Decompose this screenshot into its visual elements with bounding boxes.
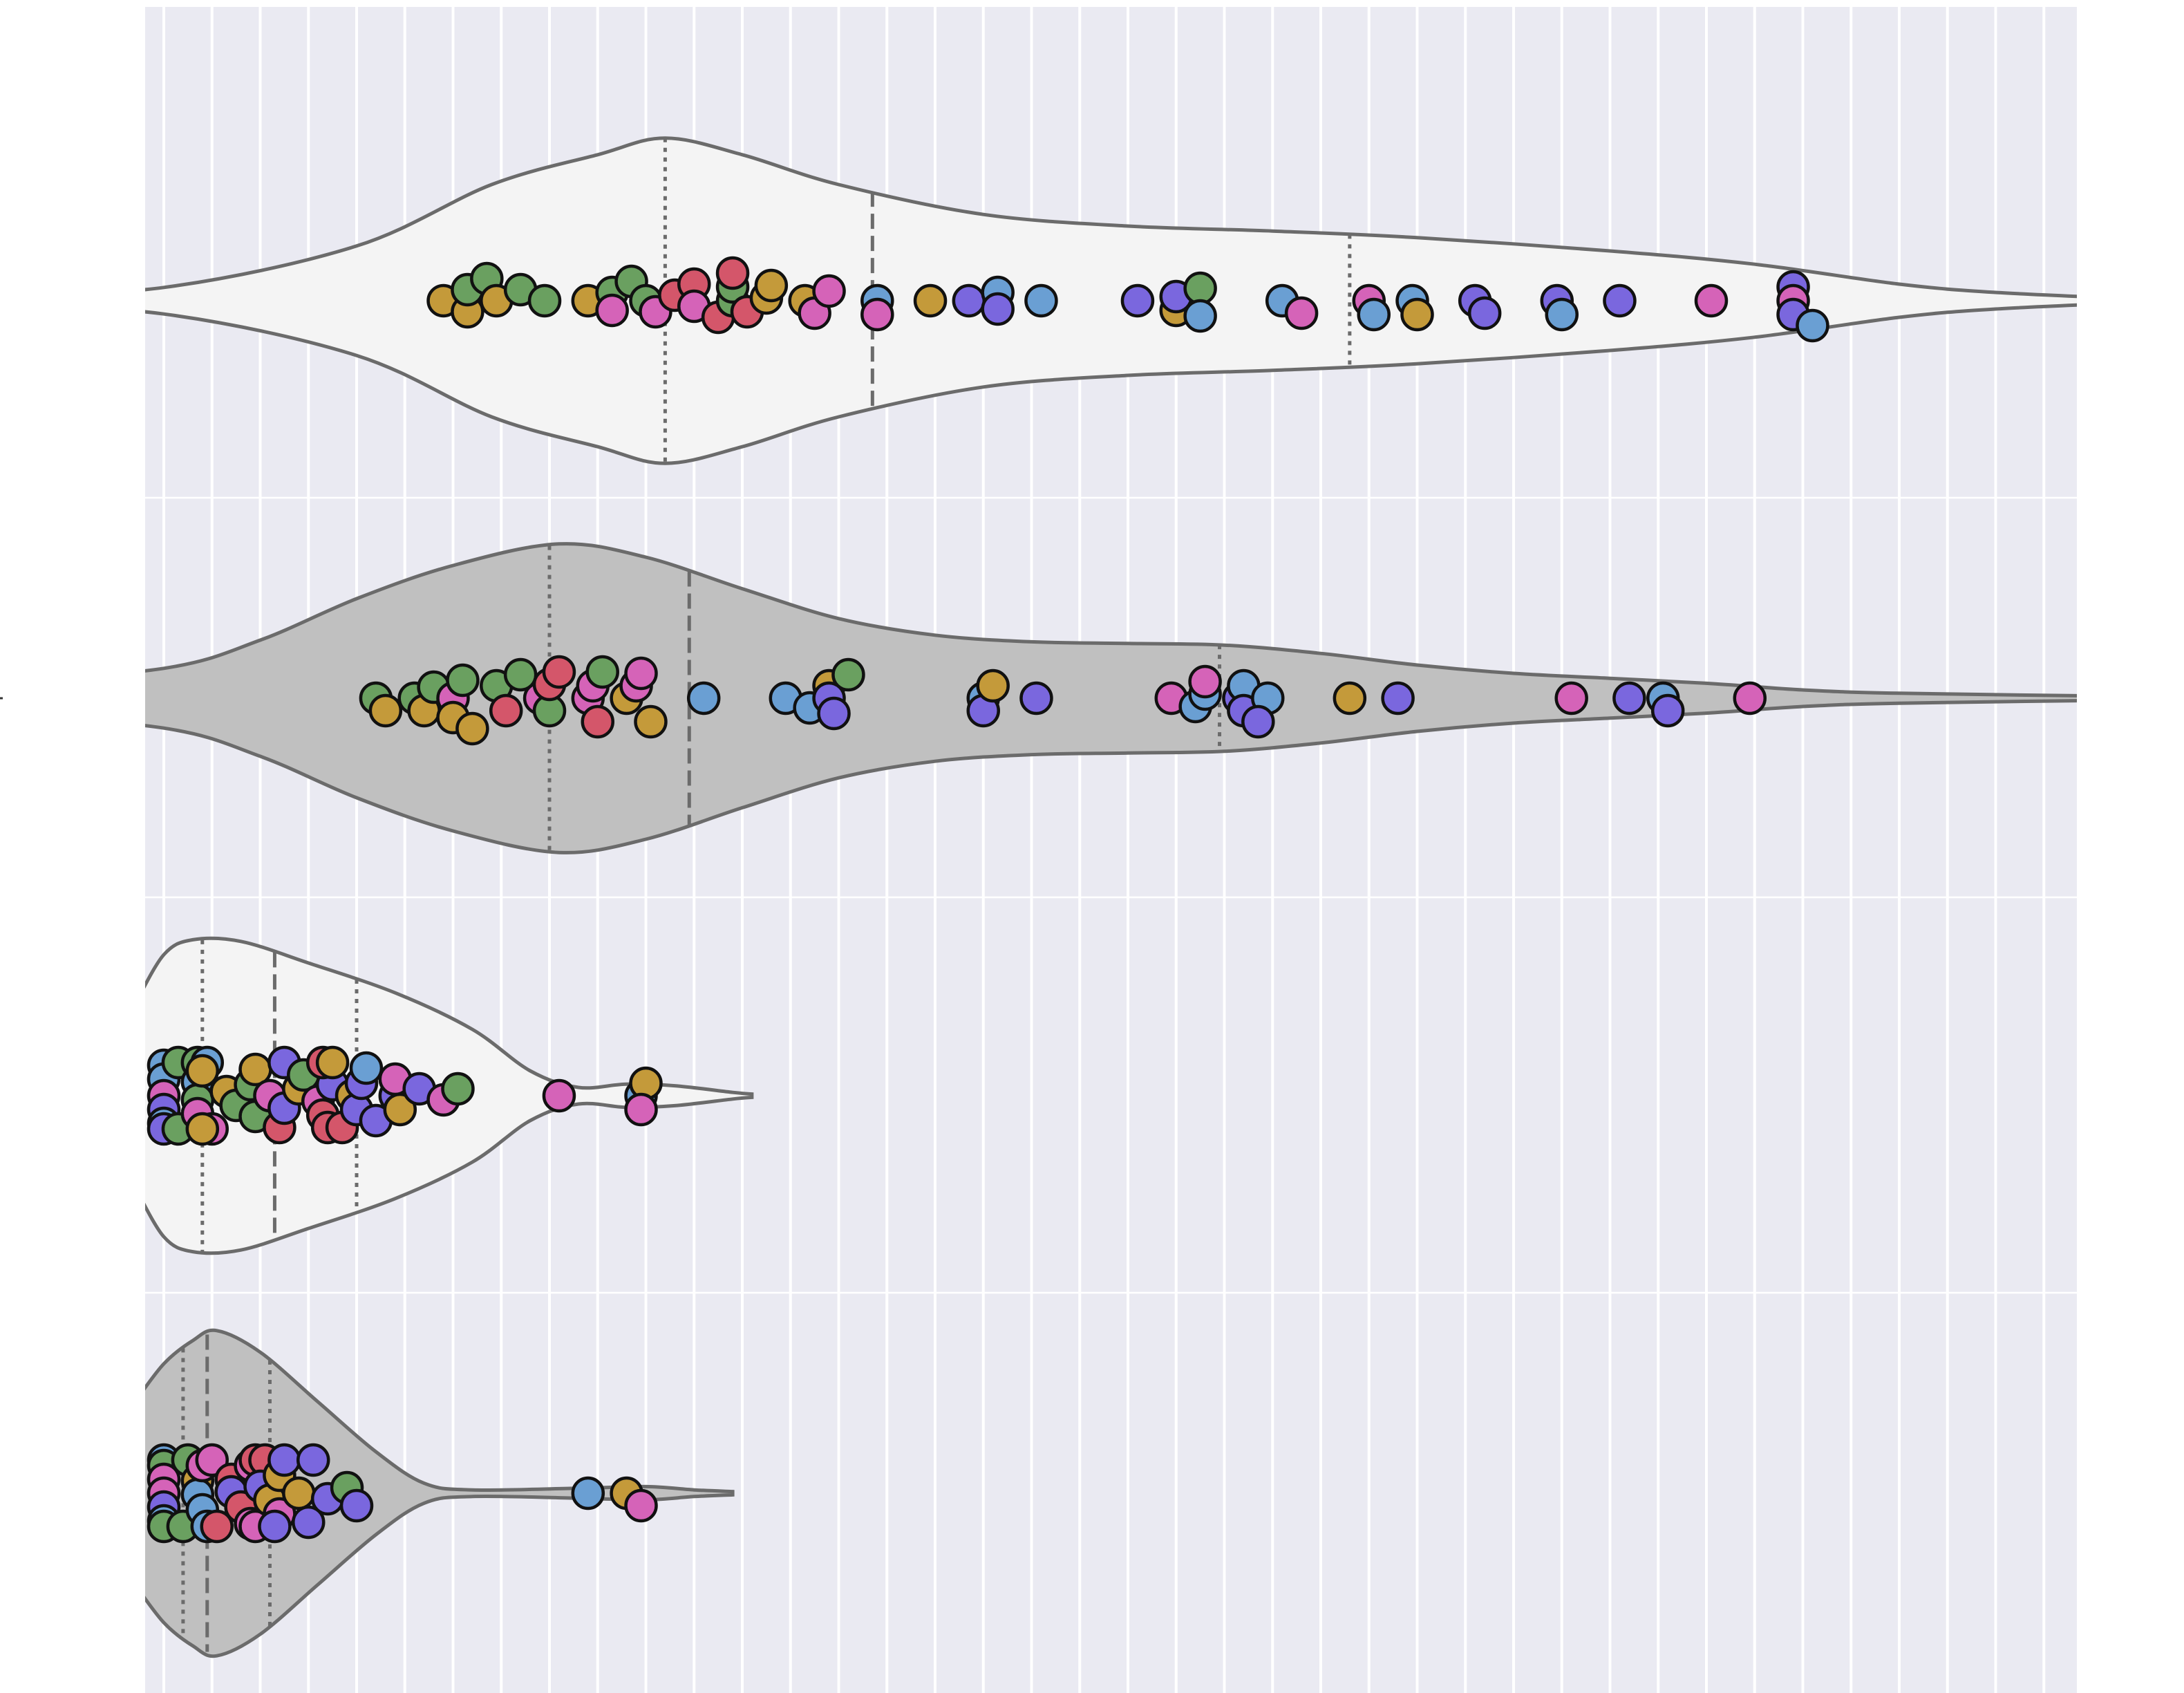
data-point — [1650, 693, 1685, 728]
data-point — [817, 696, 851, 731]
data-point — [368, 693, 403, 728]
data-point — [1554, 681, 1588, 715]
data-point — [1183, 271, 1217, 306]
data-point — [1545, 297, 1579, 332]
data-point — [1024, 283, 1058, 318]
data-point — [292, 1505, 326, 1540]
data-point — [446, 663, 480, 698]
data-point — [812, 274, 846, 308]
data-point — [1612, 681, 1646, 715]
data-point — [585, 655, 619, 689]
data-point — [860, 297, 894, 332]
data-point — [634, 704, 668, 739]
plot-area — [145, 136, 2077, 1658]
data-point — [1019, 681, 1053, 715]
data-point — [282, 1476, 316, 1510]
data-point — [1467, 296, 1502, 330]
data-point — [527, 283, 562, 318]
data-point — [503, 657, 538, 692]
data-point — [267, 1443, 301, 1477]
data-point — [913, 283, 948, 318]
data-point — [1120, 283, 1155, 318]
data-point — [1188, 664, 1222, 699]
data-point — [1603, 283, 1637, 318]
data-point — [976, 668, 1010, 703]
data-point — [1284, 296, 1319, 330]
data-point — [542, 655, 576, 689]
data-point — [1694, 283, 1729, 318]
data-point — [489, 693, 523, 728]
data-point — [200, 1509, 234, 1544]
data-point — [296, 1443, 330, 1477]
data-point — [1733, 681, 1767, 715]
violin-body — [145, 542, 2077, 854]
data-point — [1357, 297, 1391, 332]
data-point — [595, 293, 629, 328]
data-point — [686, 681, 721, 715]
data-point — [715, 256, 750, 290]
data-point — [1796, 308, 1829, 343]
data-point — [571, 1476, 605, 1510]
data-point — [1381, 681, 1415, 715]
data-point — [831, 657, 865, 692]
violin-body — [145, 136, 2077, 465]
data-point — [1241, 704, 1275, 739]
data-point — [624, 1488, 658, 1523]
data-point — [542, 1078, 576, 1113]
data-point — [441, 1072, 475, 1106]
data-point — [185, 1054, 220, 1088]
data-point — [581, 704, 614, 739]
data-point — [624, 656, 658, 691]
data-point — [339, 1488, 374, 1523]
data-point — [754, 268, 789, 303]
data-point — [981, 292, 1015, 326]
data-point — [455, 711, 489, 746]
data-point — [624, 1092, 658, 1127]
data-point — [1333, 681, 1367, 715]
data-point — [349, 1051, 384, 1085]
data-point — [1183, 299, 1217, 333]
data-point — [315, 1045, 350, 1080]
data-point — [258, 1509, 292, 1544]
data-point — [1400, 297, 1434, 332]
violin-body — [145, 1328, 735, 1658]
data-point — [952, 283, 986, 318]
data-point — [185, 1112, 220, 1146]
